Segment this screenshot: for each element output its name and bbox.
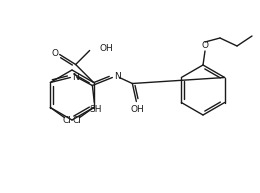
Text: N: N	[72, 73, 79, 82]
Text: OH: OH	[100, 44, 113, 53]
Text: O: O	[51, 49, 58, 58]
Text: SH: SH	[89, 105, 102, 114]
Text: O: O	[202, 41, 209, 49]
Text: Cl: Cl	[63, 116, 72, 125]
Text: N: N	[114, 72, 121, 81]
Text: OH: OH	[131, 105, 144, 114]
Text: Cl: Cl	[72, 116, 81, 125]
